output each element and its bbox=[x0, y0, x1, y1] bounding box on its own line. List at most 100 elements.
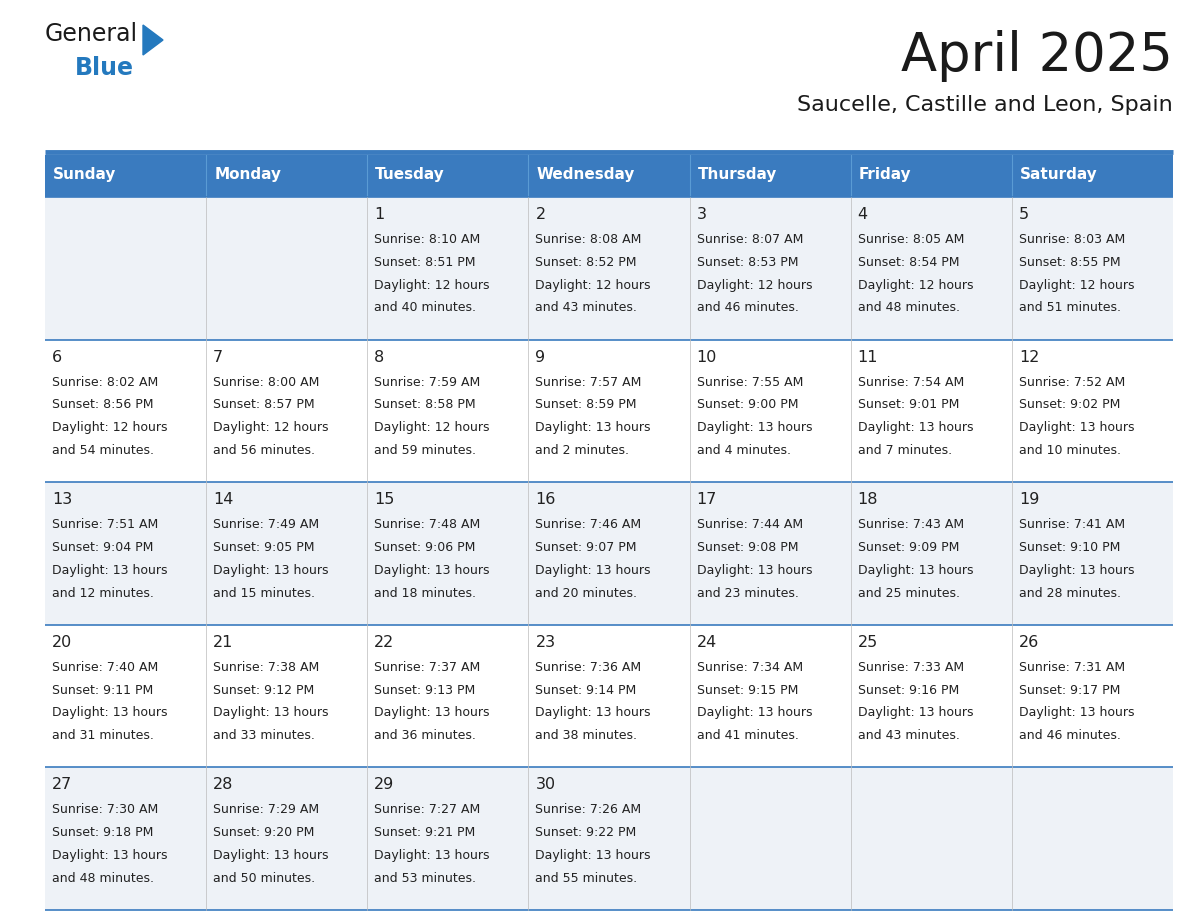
Text: Sunset: 8:56 PM: Sunset: 8:56 PM bbox=[52, 398, 153, 411]
Text: Sunset: 9:09 PM: Sunset: 9:09 PM bbox=[858, 541, 959, 554]
Text: Sunrise: 7:55 AM: Sunrise: 7:55 AM bbox=[696, 375, 803, 388]
Text: and 25 minutes.: and 25 minutes. bbox=[858, 587, 960, 599]
Text: Sunset: 9:01 PM: Sunset: 9:01 PM bbox=[858, 398, 959, 411]
Text: Sunset: 9:08 PM: Sunset: 9:08 PM bbox=[696, 541, 798, 554]
Text: Daylight: 13 hours: Daylight: 13 hours bbox=[1019, 421, 1135, 434]
Text: Saturday: Saturday bbox=[1019, 167, 1098, 183]
Text: Friday: Friday bbox=[859, 167, 911, 183]
Text: 20: 20 bbox=[52, 635, 72, 650]
Text: and 33 minutes.: and 33 minutes. bbox=[213, 729, 315, 742]
Text: and 38 minutes.: and 38 minutes. bbox=[536, 729, 638, 742]
Text: Daylight: 13 hours: Daylight: 13 hours bbox=[374, 564, 489, 577]
Text: and 46 minutes.: and 46 minutes. bbox=[1019, 729, 1120, 742]
Text: Tuesday: Tuesday bbox=[375, 167, 446, 183]
Text: Sunset: 9:11 PM: Sunset: 9:11 PM bbox=[52, 684, 153, 697]
Text: Sunrise: 7:43 AM: Sunrise: 7:43 AM bbox=[858, 518, 963, 532]
Text: and 48 minutes.: and 48 minutes. bbox=[52, 872, 154, 885]
Text: and 41 minutes.: and 41 minutes. bbox=[696, 729, 798, 742]
Text: and 56 minutes.: and 56 minutes. bbox=[213, 444, 315, 457]
Text: 5: 5 bbox=[1019, 207, 1029, 222]
Text: Sunset: 9:16 PM: Sunset: 9:16 PM bbox=[858, 684, 959, 697]
Text: 27: 27 bbox=[52, 778, 72, 792]
Text: Daylight: 13 hours: Daylight: 13 hours bbox=[52, 849, 168, 862]
Text: and 54 minutes.: and 54 minutes. bbox=[52, 444, 154, 457]
Text: and 55 minutes.: and 55 minutes. bbox=[536, 872, 638, 885]
Text: Sunset: 9:14 PM: Sunset: 9:14 PM bbox=[536, 684, 637, 697]
Bar bbox=[45, 767, 1173, 910]
Text: Sunset: 9:18 PM: Sunset: 9:18 PM bbox=[52, 826, 153, 839]
Text: and 48 minutes.: and 48 minutes. bbox=[858, 301, 960, 314]
Text: 16: 16 bbox=[536, 492, 556, 508]
Text: 15: 15 bbox=[374, 492, 394, 508]
Text: 26: 26 bbox=[1019, 635, 1040, 650]
Text: Sunset: 9:22 PM: Sunset: 9:22 PM bbox=[536, 826, 637, 839]
Text: Daylight: 12 hours: Daylight: 12 hours bbox=[374, 421, 489, 434]
Text: April 2025: April 2025 bbox=[902, 30, 1173, 82]
Text: Daylight: 13 hours: Daylight: 13 hours bbox=[1019, 564, 1135, 577]
Text: and 15 minutes.: and 15 minutes. bbox=[213, 587, 315, 599]
Text: Sunrise: 8:03 AM: Sunrise: 8:03 AM bbox=[1019, 233, 1125, 246]
Text: 21: 21 bbox=[213, 635, 234, 650]
Text: 7: 7 bbox=[213, 350, 223, 364]
Text: and 7 minutes.: and 7 minutes. bbox=[858, 444, 952, 457]
Text: Daylight: 12 hours: Daylight: 12 hours bbox=[696, 278, 813, 292]
Text: and 46 minutes.: and 46 minutes. bbox=[696, 301, 798, 314]
Text: 11: 11 bbox=[858, 350, 878, 364]
Text: Sunset: 8:53 PM: Sunset: 8:53 PM bbox=[696, 256, 798, 269]
Text: Daylight: 13 hours: Daylight: 13 hours bbox=[52, 564, 168, 577]
Text: and 23 minutes.: and 23 minutes. bbox=[696, 587, 798, 599]
Text: Sunset: 8:58 PM: Sunset: 8:58 PM bbox=[374, 398, 476, 411]
Text: Sunrise: 7:44 AM: Sunrise: 7:44 AM bbox=[696, 518, 803, 532]
Text: 22: 22 bbox=[374, 635, 394, 650]
Text: 18: 18 bbox=[858, 492, 878, 508]
Text: and 31 minutes.: and 31 minutes. bbox=[52, 729, 154, 742]
Text: and 51 minutes.: and 51 minutes. bbox=[1019, 301, 1120, 314]
Text: Sunrise: 7:27 AM: Sunrise: 7:27 AM bbox=[374, 803, 480, 816]
Text: Daylight: 12 hours: Daylight: 12 hours bbox=[536, 278, 651, 292]
Text: Daylight: 13 hours: Daylight: 13 hours bbox=[536, 849, 651, 862]
Text: and 28 minutes.: and 28 minutes. bbox=[1019, 587, 1120, 599]
Text: Sunrise: 8:07 AM: Sunrise: 8:07 AM bbox=[696, 233, 803, 246]
Text: 17: 17 bbox=[696, 492, 716, 508]
Text: Sunset: 9:06 PM: Sunset: 9:06 PM bbox=[374, 541, 475, 554]
Text: Sunrise: 7:52 AM: Sunrise: 7:52 AM bbox=[1019, 375, 1125, 388]
Text: Daylight: 13 hours: Daylight: 13 hours bbox=[374, 849, 489, 862]
Text: 12: 12 bbox=[1019, 350, 1040, 364]
Text: Daylight: 13 hours: Daylight: 13 hours bbox=[858, 421, 973, 434]
Text: Sunrise: 7:41 AM: Sunrise: 7:41 AM bbox=[1019, 518, 1125, 532]
Text: Daylight: 13 hours: Daylight: 13 hours bbox=[52, 706, 168, 720]
Bar bbox=[367, 155, 529, 197]
Text: 8: 8 bbox=[374, 350, 385, 364]
Text: Sunrise: 8:10 AM: Sunrise: 8:10 AM bbox=[374, 233, 480, 246]
Text: Daylight: 12 hours: Daylight: 12 hours bbox=[374, 278, 489, 292]
Bar bbox=[45, 482, 1173, 625]
Bar bbox=[207, 155, 367, 197]
Text: Sunrise: 7:57 AM: Sunrise: 7:57 AM bbox=[536, 375, 642, 388]
Text: 10: 10 bbox=[696, 350, 716, 364]
Text: Sunset: 8:54 PM: Sunset: 8:54 PM bbox=[858, 256, 959, 269]
Text: and 43 minutes.: and 43 minutes. bbox=[536, 301, 637, 314]
Text: Sunrise: 7:36 AM: Sunrise: 7:36 AM bbox=[536, 661, 642, 674]
Text: Sunrise: 7:38 AM: Sunrise: 7:38 AM bbox=[213, 661, 320, 674]
Text: Sunrise: 7:49 AM: Sunrise: 7:49 AM bbox=[213, 518, 320, 532]
Text: Sunset: 9:10 PM: Sunset: 9:10 PM bbox=[1019, 541, 1120, 554]
Text: Sunrise: 8:08 AM: Sunrise: 8:08 AM bbox=[536, 233, 642, 246]
Text: Sunset: 9:00 PM: Sunset: 9:00 PM bbox=[696, 398, 798, 411]
Text: Daylight: 13 hours: Daylight: 13 hours bbox=[696, 564, 813, 577]
Text: Sunrise: 7:46 AM: Sunrise: 7:46 AM bbox=[536, 518, 642, 532]
Text: Sunday: Sunday bbox=[53, 167, 116, 183]
Text: Daylight: 12 hours: Daylight: 12 hours bbox=[1019, 278, 1135, 292]
Text: and 43 minutes.: and 43 minutes. bbox=[858, 729, 960, 742]
Bar bbox=[1012, 155, 1173, 197]
Text: 4: 4 bbox=[858, 207, 868, 222]
Text: and 12 minutes.: and 12 minutes. bbox=[52, 587, 154, 599]
Text: 24: 24 bbox=[696, 635, 716, 650]
Bar bbox=[45, 625, 1173, 767]
Text: Thursday: Thursday bbox=[697, 167, 777, 183]
Text: Wednesday: Wednesday bbox=[537, 167, 634, 183]
Text: Saucelle, Castille and Leon, Spain: Saucelle, Castille and Leon, Spain bbox=[797, 95, 1173, 115]
Text: 28: 28 bbox=[213, 778, 234, 792]
Text: 1: 1 bbox=[374, 207, 385, 222]
Text: Sunset: 9:05 PM: Sunset: 9:05 PM bbox=[213, 541, 315, 554]
Text: 23: 23 bbox=[536, 635, 556, 650]
